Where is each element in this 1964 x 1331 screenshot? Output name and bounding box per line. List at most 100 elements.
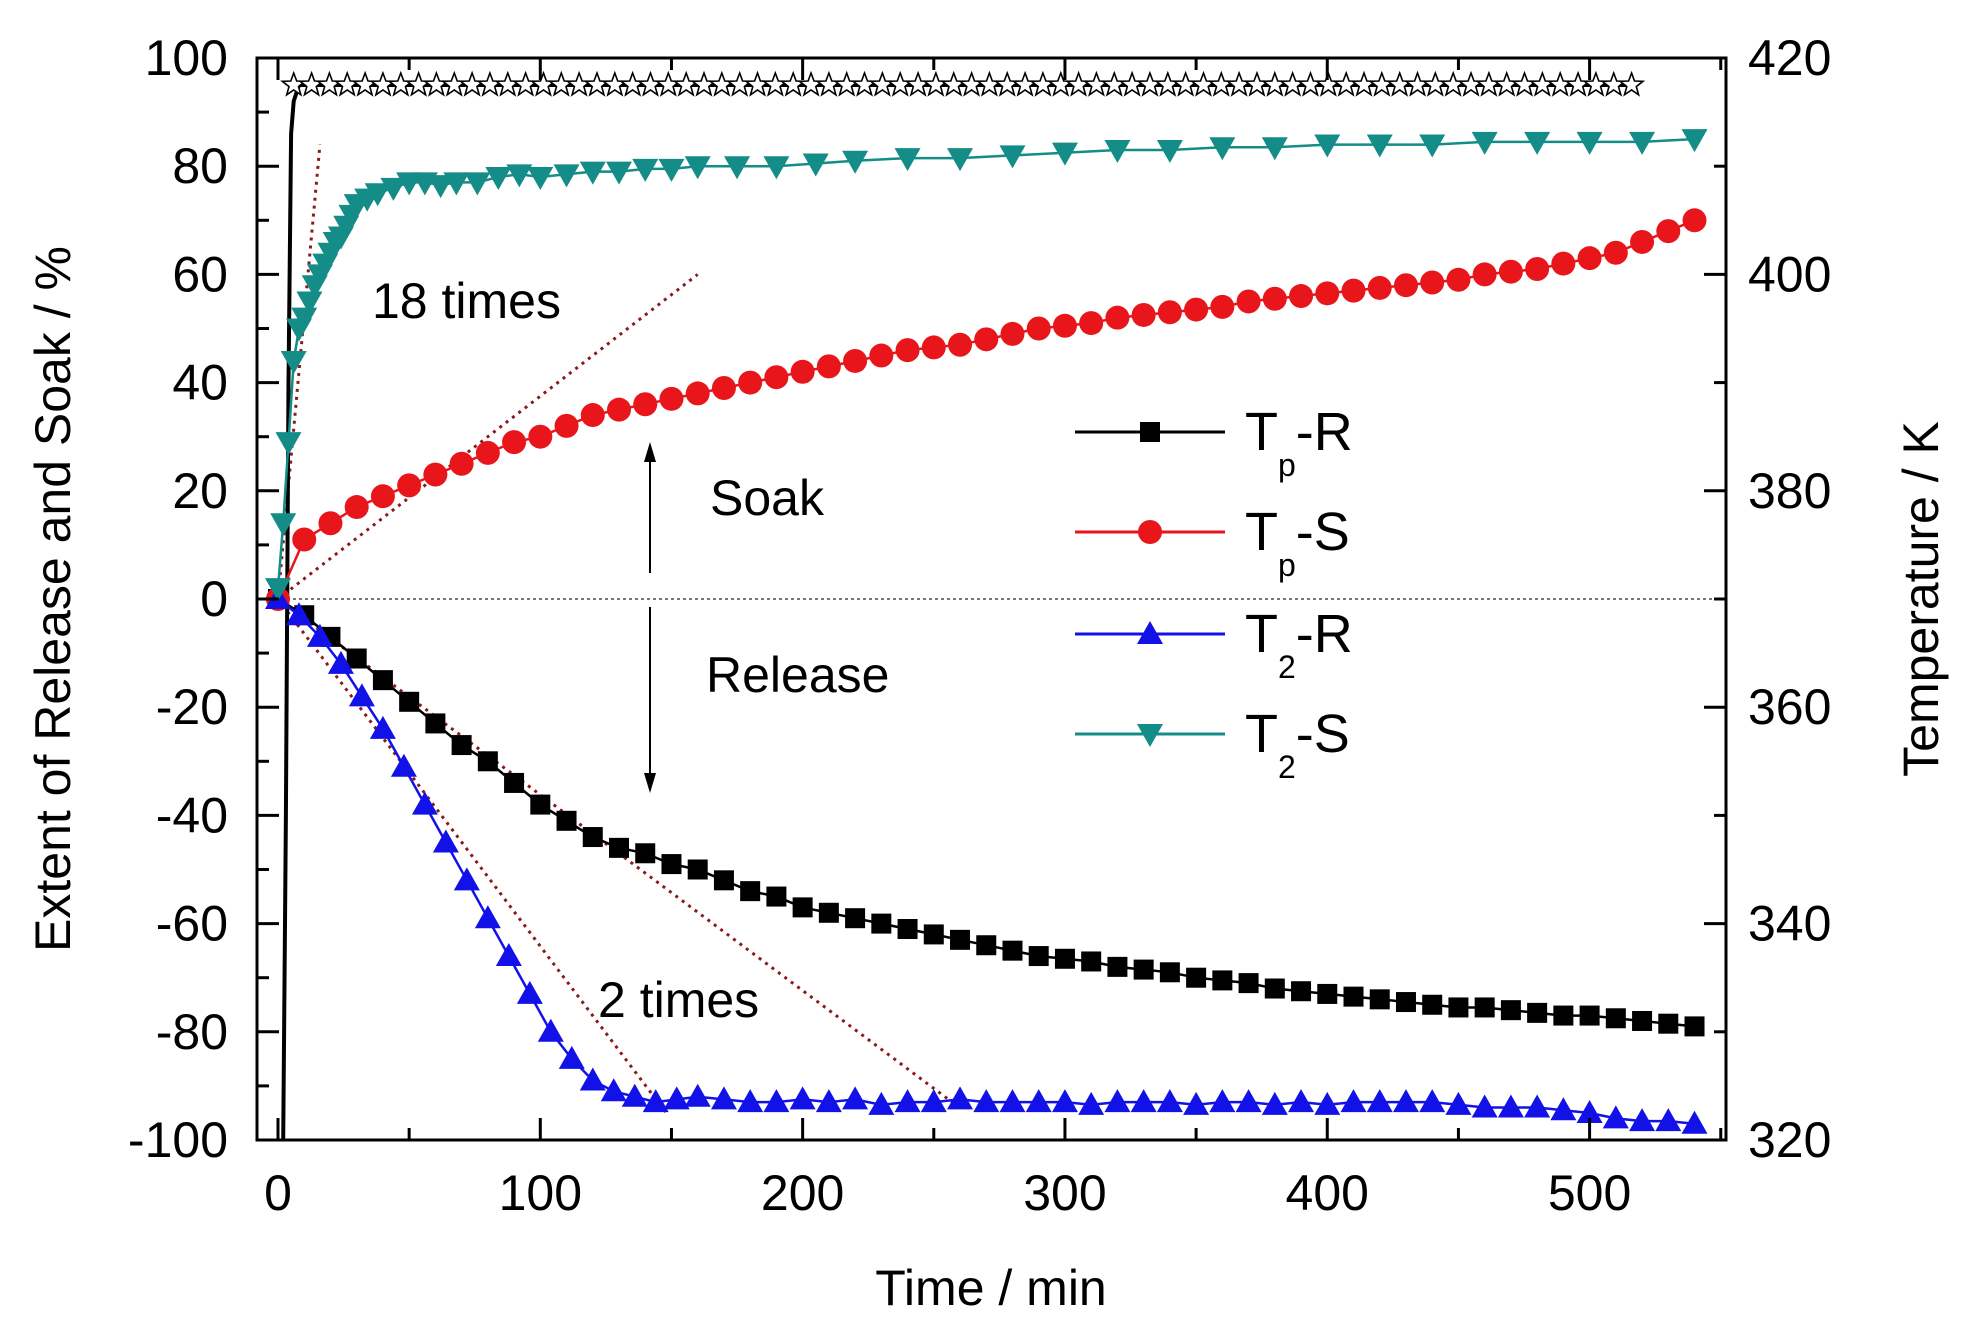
data-point-t2-r <box>1025 1089 1052 1113</box>
data-point-t2-r <box>894 1089 921 1113</box>
data-point-tp-r <box>792 897 813 918</box>
data-point-tp-s <box>1630 229 1655 254</box>
legend-label-main: T <box>1245 604 1278 664</box>
data-point-t2-r <box>1366 1089 1393 1113</box>
data-point-tp-r <box>1684 1016 1705 1037</box>
data-point-t2-r <box>920 1089 947 1113</box>
data-point-tp-s <box>843 348 868 373</box>
legend-label-main: T <box>1245 402 1278 462</box>
legend-label: Tp-S <box>1245 502 1350 583</box>
soak-arrow <box>644 442 656 573</box>
y-tick-label: 40 <box>172 355 228 411</box>
data-point-tp-s <box>790 359 815 384</box>
data-point-tp-s <box>764 365 789 390</box>
y-tick-label: -40 <box>156 787 228 843</box>
series-t2-s <box>264 129 1708 602</box>
data-point-tp-s <box>1446 267 1471 292</box>
series-t2-r <box>264 586 1708 1134</box>
data-point-t2-r <box>1104 1089 1131 1113</box>
legend-entry: T2-S <box>1075 704 1350 785</box>
data-point-t2-r <box>789 1086 816 1110</box>
legend-label-tail: -S <box>1296 502 1350 562</box>
data-point-t2-s <box>1261 137 1288 161</box>
legend-label-main: T <box>1245 502 1278 562</box>
x-axis-label: Time / min <box>875 1260 1107 1316</box>
data-point-tp-r <box>451 735 472 756</box>
legend: Tp-RTp-ST2-RT2-S <box>1075 402 1353 785</box>
data-point-tp-s <box>869 343 894 368</box>
data-point-tp-r <box>346 648 367 669</box>
data-point-t2-s <box>632 158 659 182</box>
legend-entry: Tp-R <box>1075 402 1353 483</box>
data-point-t2-s <box>802 153 829 177</box>
data-point-t2-s <box>443 172 470 196</box>
data-point-tp-s <box>1000 321 1025 346</box>
data-point-t2-r <box>537 1018 564 1042</box>
legend-marker <box>1140 422 1160 442</box>
y-tick-label: -20 <box>156 679 228 735</box>
data-point-tp-r <box>897 919 918 940</box>
data-point-tp-r <box>766 886 787 907</box>
data-point-tp-s <box>738 370 763 395</box>
data-point-t2-r <box>327 650 354 674</box>
data-point-t2-s <box>1104 139 1131 163</box>
y2-axis-label: Temperature / K <box>1893 421 1949 777</box>
data-point-tp-r <box>871 913 892 934</box>
data-point-tp-s <box>1577 246 1602 271</box>
data-point-t2-r <box>369 715 396 739</box>
data-point-t2-r <box>432 829 459 853</box>
data-point-tp-r <box>582 827 603 848</box>
data-point-tp-r <box>1238 973 1259 994</box>
data-point-t2-r <box>973 1089 1000 1113</box>
data-point-tp-r <box>1133 959 1154 980</box>
data-point-tp-r <box>1632 1010 1653 1031</box>
data-point-t2-s <box>684 156 711 180</box>
data-point-tp-r <box>818 902 839 923</box>
data-point-t2-s <box>427 175 454 199</box>
temperature-point <box>1618 70 1646 97</box>
data-point-tp-s <box>1289 284 1314 309</box>
legend-marker <box>1137 621 1163 644</box>
data-point-t2-s <box>1629 131 1656 155</box>
data-point-tp-s <box>607 397 632 422</box>
data-point-t2-r <box>1288 1089 1315 1113</box>
data-point-tp-s <box>1656 219 1681 244</box>
y-tick-label: 80 <box>172 138 228 194</box>
data-point-t2-s <box>1681 129 1708 153</box>
data-point-tp-s <box>554 413 579 438</box>
y-tick-label: 60 <box>172 246 228 302</box>
data-point-tp-r <box>1658 1013 1679 1034</box>
data-point-tp-s <box>1315 281 1340 306</box>
legend-label-sub: p <box>1278 447 1296 483</box>
y2-tick-label: 320 <box>1748 1112 1831 1168</box>
data-point-tp-s <box>921 335 946 360</box>
data-point-t2-r <box>1655 1108 1682 1132</box>
data-point-tp-s <box>1420 270 1445 295</box>
data-point-tp-s <box>948 332 973 357</box>
data-point-t2-s <box>464 172 491 196</box>
series-tp-r <box>267 589 1705 1037</box>
data-point-tp-s <box>1682 208 1707 233</box>
data-point-t2-r <box>710 1086 737 1110</box>
data-point-t2-s <box>270 513 297 537</box>
data-point-tp-r <box>1553 1005 1574 1026</box>
legend-entry: Tp-S <box>1075 502 1350 583</box>
release-t2-slope-guide <box>276 598 668 1114</box>
data-point-tp-s <box>1603 240 1628 265</box>
data-point-tp-s <box>974 327 999 352</box>
data-point-tp-s <box>1262 286 1287 311</box>
data-point-t2-s <box>506 164 533 188</box>
data-point-tp-r <box>1474 997 1495 1018</box>
annotation-release: Release <box>706 647 889 703</box>
data-point-tp-r <box>1422 994 1443 1015</box>
data-point-tp-r <box>1343 986 1364 1007</box>
data-point-t2-r <box>1156 1089 1183 1113</box>
data-point-t2-r <box>306 623 333 647</box>
data-point-tp-r <box>1500 1000 1521 1021</box>
data-point-tp-r <box>1028 946 1049 967</box>
data-point-tp-s <box>318 511 343 536</box>
data-point-tp-r <box>1579 1005 1600 1026</box>
data-point-t2-s <box>1209 137 1236 161</box>
